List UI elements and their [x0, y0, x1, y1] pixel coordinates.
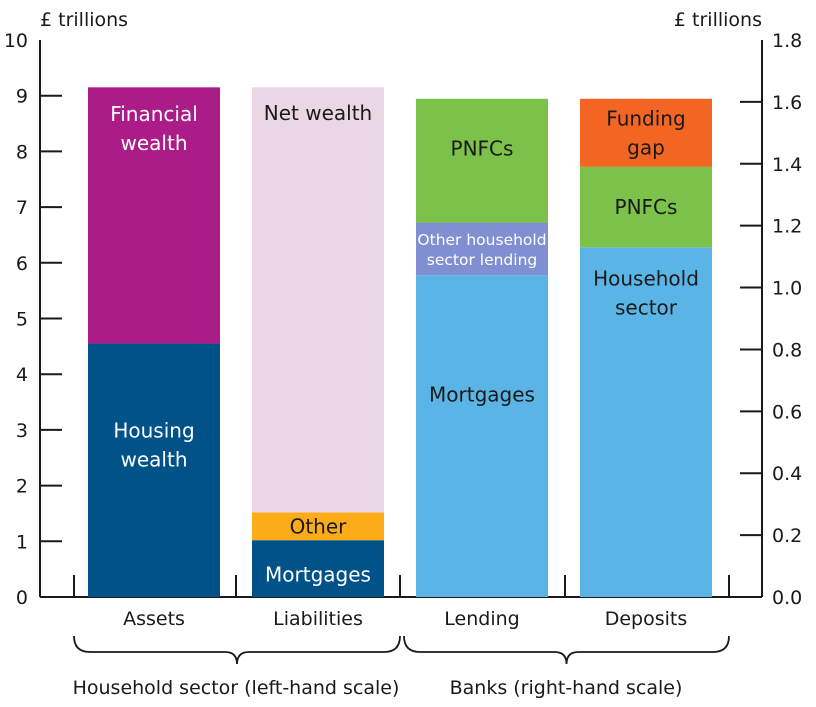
left-tick-label: 9: [16, 86, 28, 108]
left-axis: 0 1 2 3 4 5 6 7 8 9 10: [4, 30, 62, 609]
segment-labels-layer: Housing wealth Financial wealth Mortgages Oth…: [110, 101, 699, 586]
segment-label: Mortgages: [429, 382, 535, 406]
group-label: Banks (right-hand scale): [450, 677, 683, 699]
segment-label: Net wealth: [264, 101, 372, 125]
bar-segment-liabilities-net-wealth: [252, 87, 384, 513]
bar-segment-lending-other-household-sector-lending: [416, 222, 548, 276]
segment-label: PNFCs: [615, 195, 678, 219]
segment-label: Housing: [113, 418, 194, 442]
segment-label: Financial: [110, 102, 198, 126]
segment-label: wealth: [121, 131, 188, 155]
segment-label: sector: [615, 295, 678, 319]
bars-layer: [88, 87, 712, 598]
right-tick-label: 1.6: [772, 92, 802, 114]
right-tick-label: 0.0: [772, 587, 802, 609]
bar-segment-lending-mortgages: [416, 275, 548, 597]
segment-label: gap: [627, 135, 665, 159]
group-brackets: Household sector (left-hand scale) Banks …: [73, 635, 730, 699]
right-tick-label: 0.2: [772, 525, 802, 547]
segment-label: PNFCs: [451, 136, 514, 160]
right-axis: 0.0 0.2 0.4 0.6 0.8 1.0 1.2 1.4 1.6 1.8: [740, 30, 802, 609]
left-axis-unit-label: £ trillions: [40, 9, 128, 31]
bar-segment-deposits-household-sector: [580, 247, 712, 598]
left-tick-label: 3: [16, 420, 28, 442]
bar-segment-deposits-pnfcs: [580, 166, 712, 248]
left-tick-label: 8: [16, 141, 28, 163]
category-labels: Assets Liabilities Lending Deposits: [123, 608, 687, 630]
segment-label: Other household: [417, 231, 546, 249]
segment-label: sector lending: [427, 251, 537, 269]
group-brace: [403, 635, 730, 665]
bar-segment-assets-housing-wealth: [88, 343, 220, 597]
bar-segment-liabilities-other: [252, 512, 384, 541]
left-tick-label: 5: [16, 309, 28, 331]
right-tick-label: 1.4: [772, 154, 802, 176]
bar-segment-lending-pnfcs: [416, 98, 548, 223]
right-tick-label: 1.0: [772, 278, 802, 300]
left-tick-label: 10: [4, 30, 28, 52]
group-label: Household sector (left-hand scale): [73, 677, 400, 699]
right-tick-label: 0.8: [772, 339, 802, 361]
right-tick-label: 0.6: [772, 401, 802, 423]
left-tick-label: 1: [16, 531, 28, 553]
left-tick-label: 7: [16, 197, 28, 219]
left-tick-label: 2: [16, 476, 28, 498]
segment-label: wealth: [121, 447, 188, 471]
bar-segment-assets-financial-wealth: [88, 87, 220, 344]
right-tick-label: 1.2: [772, 216, 802, 238]
bar-segment-liabilities-mortgages: [252, 540, 384, 597]
left-tick-label: 4: [16, 364, 28, 386]
category-label: Lending: [444, 608, 519, 630]
segment-label: Other: [290, 514, 348, 538]
category-label: Deposits: [605, 608, 688, 630]
left-tick-label: 6: [16, 253, 28, 275]
right-tick-label: 0.4: [772, 463, 802, 485]
group-brace: [73, 635, 401, 665]
left-tick-label: 0: [16, 587, 28, 609]
segment-label: Mortgages: [265, 562, 371, 586]
segment-label: Household: [593, 266, 699, 290]
right-tick-label: 1.8: [772, 30, 802, 52]
segment-label: Funding: [606, 106, 685, 130]
category-label: Liabilities: [273, 608, 363, 630]
bar-segment-deposits-funding-gap: [580, 98, 712, 167]
category-label: Assets: [123, 608, 185, 630]
right-axis-unit-label: £ trillions: [674, 9, 762, 31]
